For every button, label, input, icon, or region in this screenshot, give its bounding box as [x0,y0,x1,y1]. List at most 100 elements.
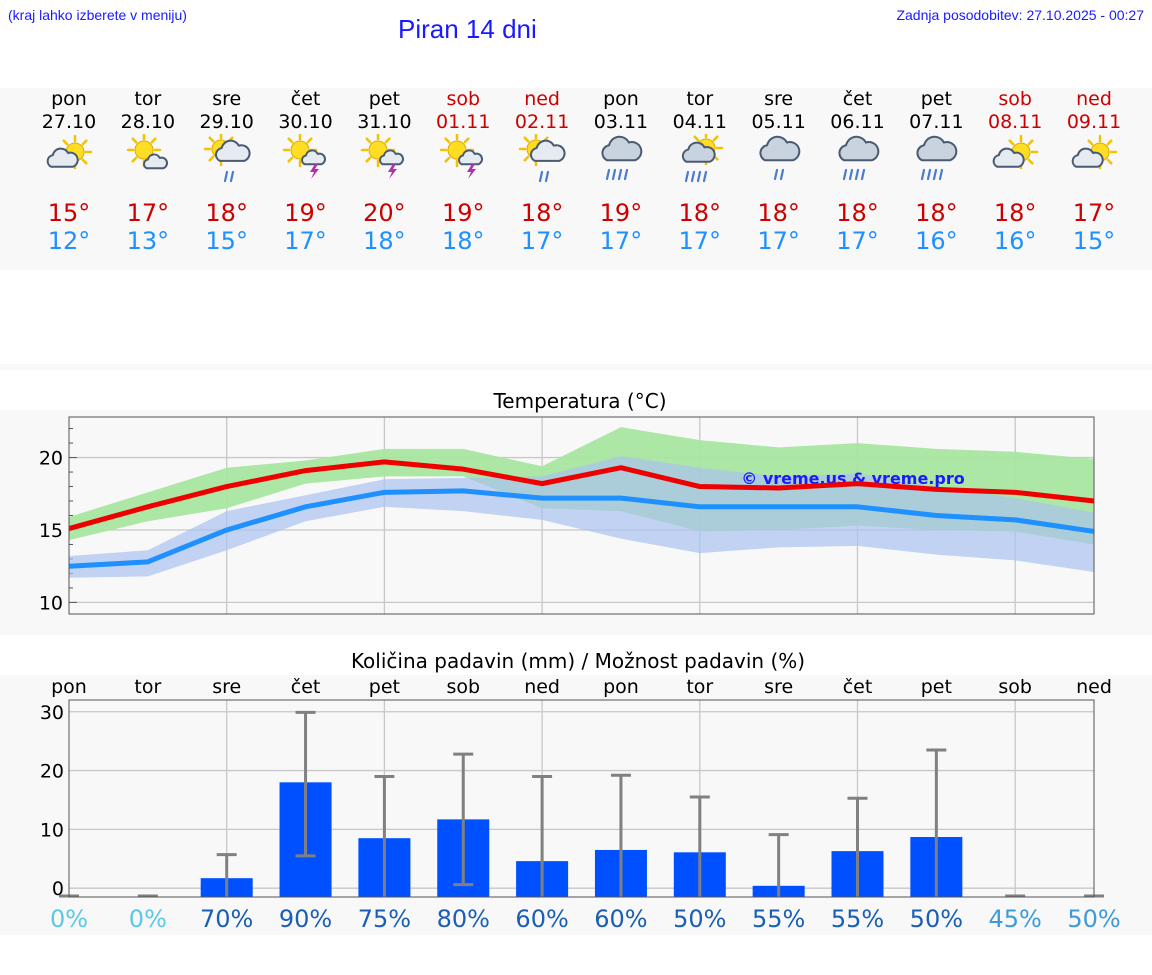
probability-label: 70% [200,905,253,933]
probability-label: 0% [129,905,167,933]
temp-min: 18° [441,227,485,255]
day-name: pet [920,88,952,110]
temp-max: 18° [915,199,958,227]
cloud-heavy-rain-icon [837,135,879,181]
temp-max: 15° [47,199,91,227]
cloud-shape [1071,147,1104,168]
rain-drops [605,168,629,181]
temp-min: 16° [915,227,958,255]
temp-max: 17° [126,199,170,227]
sun-cloud-rain-icon [518,134,566,183]
cloud-shape [458,149,484,166]
cloud-shape [759,135,800,162]
x-category-label: pon [51,676,87,698]
y-tick-label: 30 [40,702,64,724]
probability-label: 50% [673,905,726,933]
day-date: 06.11 [830,111,885,133]
x-category-label: sob [446,676,480,698]
cloud-rain-icon [759,135,800,181]
location-hint: (kraj lahko izberete v meniju) [8,7,187,23]
day-date: 09.11 [1066,111,1122,133]
daily-forecast-band [0,88,1152,270]
probability-label: 50% [910,905,963,933]
y-tick-label: 10 [39,592,63,614]
error-bar [610,773,631,897]
partly-cloudy-icon [992,134,1039,170]
probability-label: 90% [279,905,332,933]
rain-drops [538,170,550,183]
rain-drops [773,168,784,181]
day-date: 02.11 [514,111,570,133]
temp-max: 17° [1072,199,1116,227]
day-date: 04.11 [672,111,727,133]
x-category-label: pet [921,676,952,698]
day-name: čet [290,88,321,110]
cloud-heavy-rain-icon [601,135,643,181]
daily-forecast: pon 27.10 15° 12° tor 28.10 17° 13° sre 29.10 18° 1… [0,88,1152,270]
day-date: 03.11 [593,111,649,133]
day-name: pet [368,88,400,110]
cloud-shape [530,139,566,162]
temp-max: 19° [284,199,327,227]
rain-drops [684,170,707,183]
error-bar [216,853,237,897]
day-date: 30.10 [278,111,333,133]
cloud-shape [916,135,958,162]
partly-cloudy-icon [46,134,93,170]
day-name: sre [212,88,242,110]
x-category-label: tor [686,676,713,698]
day-name: tor [686,88,714,110]
error-bar [768,833,789,897]
rain-drops [842,168,865,181]
temp-max: 18° [757,199,800,227]
error-bar [926,748,947,897]
temperature-chart: Temperatura (°C) 10 15 20 © vreme.us & vreme… [39,389,1095,615]
error-bar [847,796,868,897]
temp-max: 19° [599,199,643,227]
day-date: 29.10 [199,111,254,133]
sun-cloud-heavy-rain-icon [681,134,724,183]
x-category-label: pet [369,676,400,698]
cloud-shape [837,135,879,162]
day-name: pon [51,88,87,110]
temp-max: 18° [993,199,1037,227]
temp-min: 17° [284,227,327,255]
day-date: 05.11 [751,111,806,133]
band-divider [0,364,1152,370]
x-category-label: sre [212,676,241,698]
temperature-chart-title: Temperatura (°C) [492,389,666,413]
x-category-label: sre [764,676,793,698]
temp-min: 17° [836,227,879,255]
temp-max: 18° [205,199,248,227]
precipitation-chart-title: Količina padavin (mm) / Možnost padavin … [351,649,805,673]
temp-min: 15° [205,227,248,255]
x-category-label: ned [524,676,560,698]
day-name: čet [842,88,873,110]
probability-label: 75% [358,905,411,933]
cloud-shape [601,135,643,162]
x-category-label: pon [603,676,639,698]
y-tick-label: 20 [40,761,64,783]
cloud-shape [992,147,1025,168]
error-bar [295,710,316,858]
probability-label: 55% [752,905,805,933]
probability-label: 80% [437,905,490,933]
cloud-shape [379,149,405,166]
watermark: © vreme.us & vreme.pro [741,469,964,488]
sun-cloud-rain-icon [203,134,251,183]
temp-max: 18° [678,199,722,227]
temp-max: 19° [441,199,485,227]
probability-label: 45% [989,905,1042,933]
x-category-label: ned [1076,676,1112,698]
day-name: tor [134,88,162,110]
rain-drops [223,170,234,183]
day-date: 27.10 [41,111,97,133]
lightning-bolt [309,164,319,179]
partly-cloudy-icon [1071,134,1118,170]
cloud-shape [300,149,326,166]
precipitation-chart: Količina padavin (mm) / Možnost padavin … [40,649,1121,933]
error-bar [453,752,474,887]
cloud-heavy-rain-icon [916,135,958,181]
day-date: 28.10 [120,111,176,133]
y-tick-label: 15 [39,520,63,542]
